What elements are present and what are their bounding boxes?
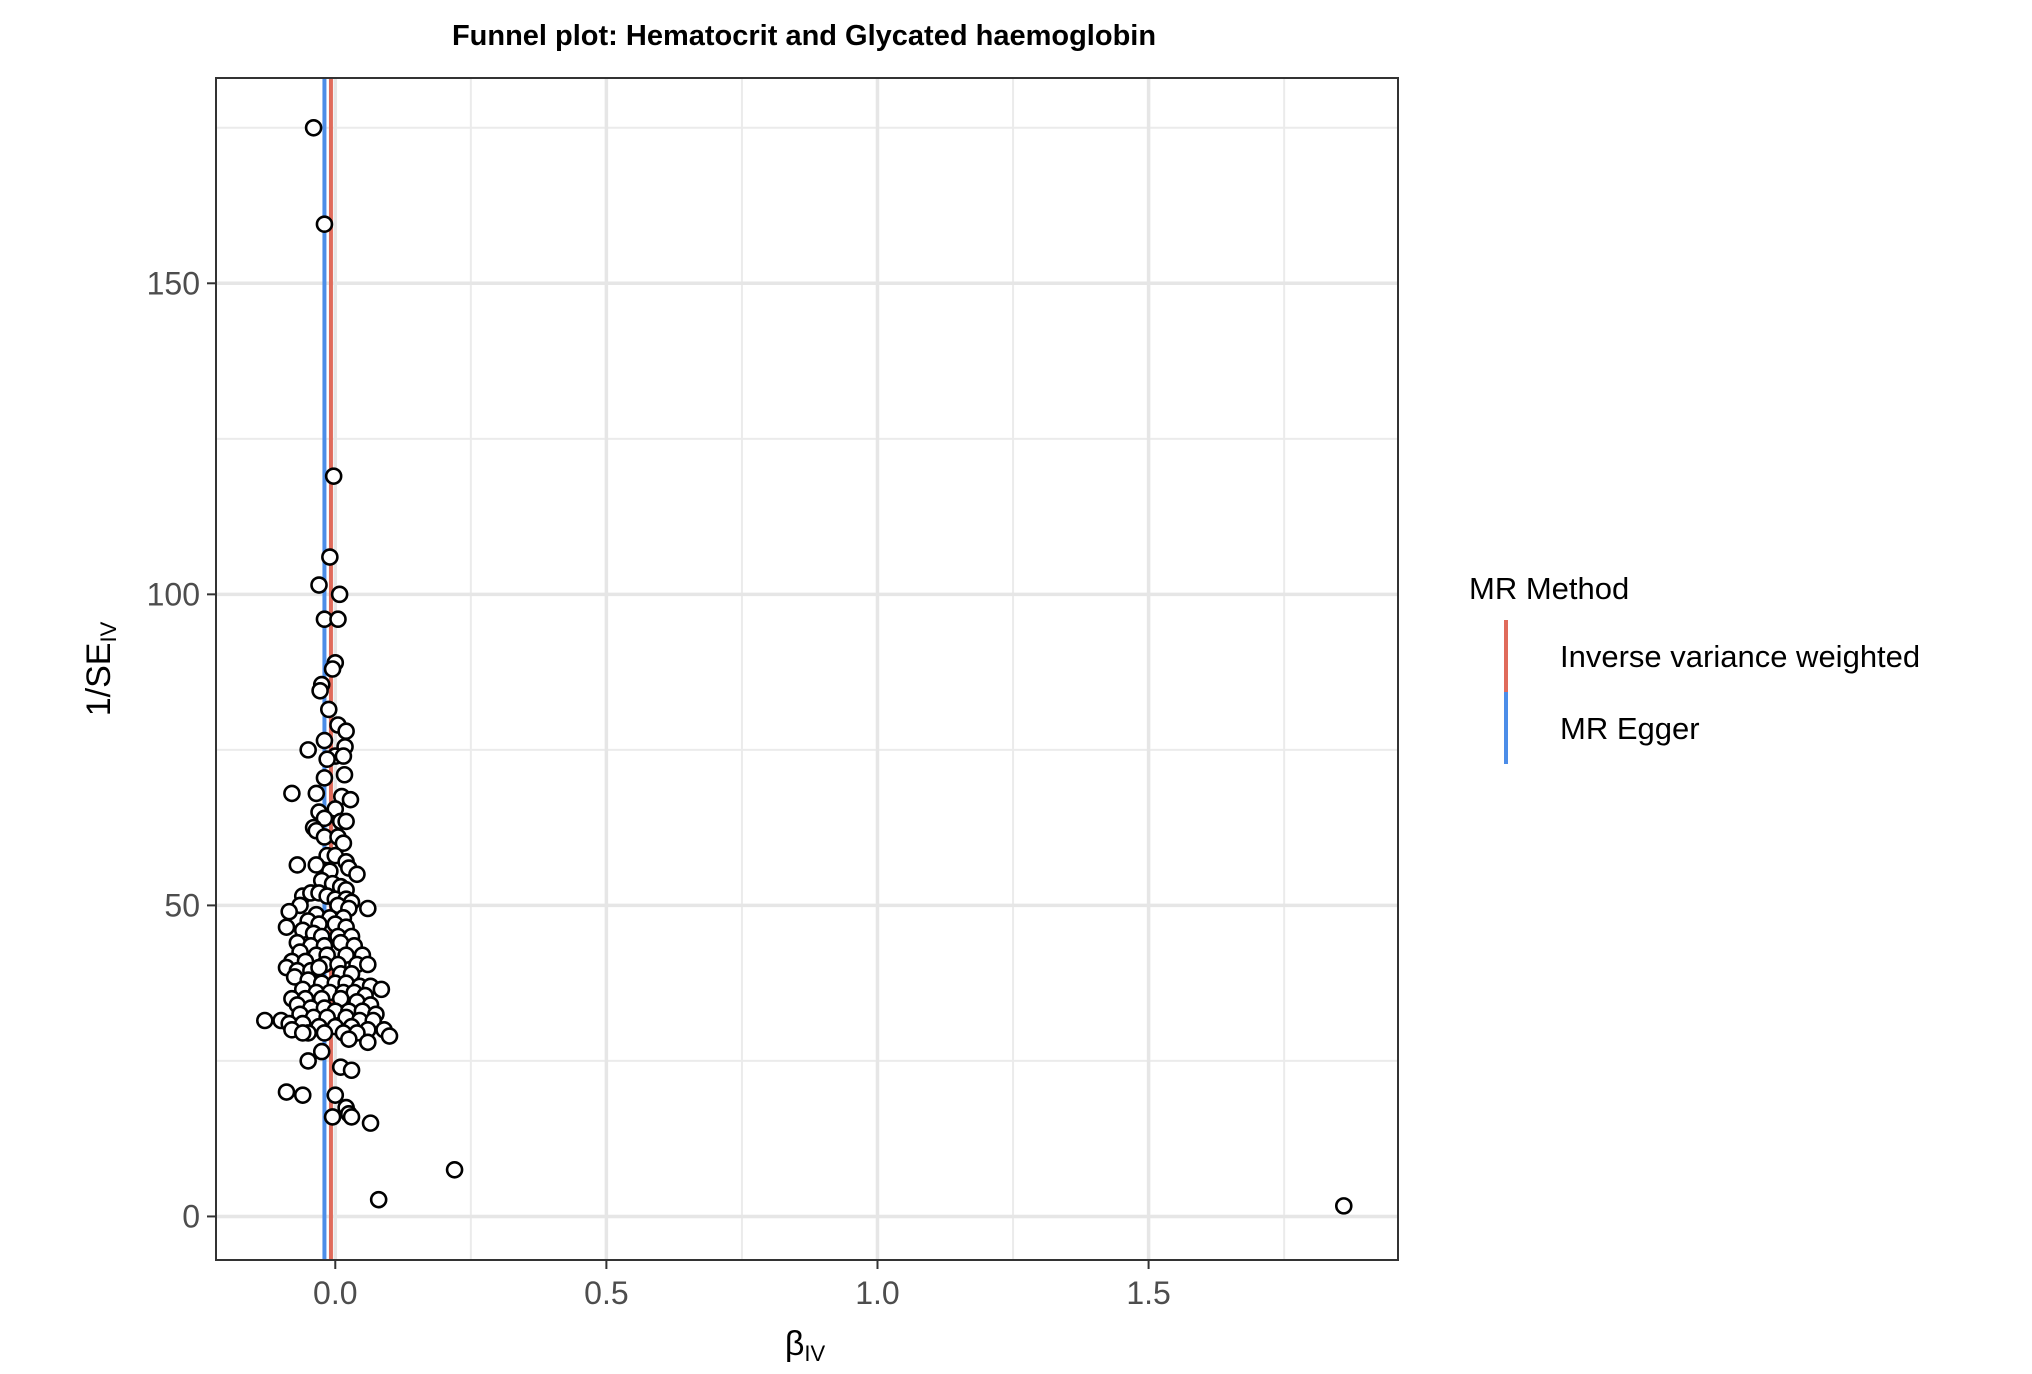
data-points (255, 118, 1353, 1215)
data-point (307, 784, 326, 803)
data-point (310, 576, 328, 594)
y-axis-title-sub: IV (96, 621, 121, 642)
data-point (380, 1027, 399, 1045)
data-point (315, 769, 334, 787)
y-axis-title: 1/SEIV (80, 621, 121, 716)
legend-label-ivw: Inverse variance weighted (1560, 639, 1920, 674)
y-axis-ticks: 0 50 100 150 (147, 265, 216, 1234)
y-tick-label: 0 (182, 1198, 200, 1234)
data-point (312, 1042, 331, 1061)
data-point (1334, 1197, 1353, 1215)
data-point (337, 812, 355, 831)
x-axis-title-main: β (785, 1325, 805, 1363)
data-point (445, 1160, 464, 1179)
data-point (315, 731, 334, 750)
legend-title: MR Method (1469, 571, 1629, 606)
x-axis-ticks: 0.0 0.5 1.0 1.5 (313, 1260, 1171, 1311)
data-point (342, 1108, 361, 1126)
data-point (277, 918, 296, 936)
data-point (293, 1086, 312, 1104)
x-tick-label: 1.5 (1126, 1275, 1170, 1311)
data-point (304, 118, 323, 137)
minor-gridlines (216, 78, 1398, 1260)
data-point (280, 902, 298, 921)
data-point (359, 955, 377, 974)
x-axis-title: βIV (785, 1325, 826, 1366)
x-axis-title-sub: IV (804, 1341, 825, 1366)
data-point (329, 610, 347, 629)
data-point (334, 834, 353, 852)
data-point (361, 1114, 380, 1132)
data-point (326, 1086, 345, 1104)
x-tick-label: 0.5 (584, 1275, 628, 1311)
data-point (318, 750, 336, 769)
data-point (277, 1083, 296, 1101)
data-point (359, 899, 377, 918)
data-point (283, 784, 301, 803)
y-tick-label: 150 (147, 265, 200, 301)
data-point (255, 1011, 274, 1030)
data-point (340, 1030, 358, 1048)
data-point (321, 548, 339, 566)
data-point (311, 681, 329, 700)
data-point (299, 1052, 317, 1070)
data-point (288, 856, 307, 874)
data-point (330, 585, 349, 604)
data-point (323, 1108, 342, 1126)
data-point (372, 980, 391, 999)
plot-border (215, 77, 1399, 1261)
data-point (369, 1190, 388, 1209)
data-point (315, 215, 334, 233)
data-point (348, 865, 366, 884)
y-axis-title-main: 1/SE (80, 643, 118, 717)
data-point (293, 1024, 312, 1042)
x-tick-label: 0.0 (313, 1275, 357, 1311)
data-point (359, 1033, 377, 1052)
x-tick-label: 1.0 (855, 1275, 899, 1311)
major-gridlines (216, 78, 1398, 1260)
legend-label-egger: MR Egger (1560, 711, 1700, 746)
legend: MR Method Inverse variance weighted MR E… (1469, 571, 1920, 764)
y-tick-label: 100 (147, 576, 200, 612)
data-point (315, 1024, 334, 1042)
data-point (324, 467, 343, 485)
data-point (319, 700, 338, 719)
data-point (310, 958, 328, 977)
data-point (337, 722, 355, 741)
data-point (335, 765, 354, 784)
data-point (334, 747, 353, 765)
chart-title: Funnel plot: Hematocrit and Glycated hae… (452, 20, 1156, 52)
data-point (342, 1061, 361, 1080)
y-tick-label: 50 (164, 887, 200, 923)
data-point (323, 660, 342, 678)
data-point (299, 741, 317, 759)
data-point (341, 790, 360, 809)
plot-panel (216, 78, 1398, 1260)
data-point (315, 809, 334, 828)
